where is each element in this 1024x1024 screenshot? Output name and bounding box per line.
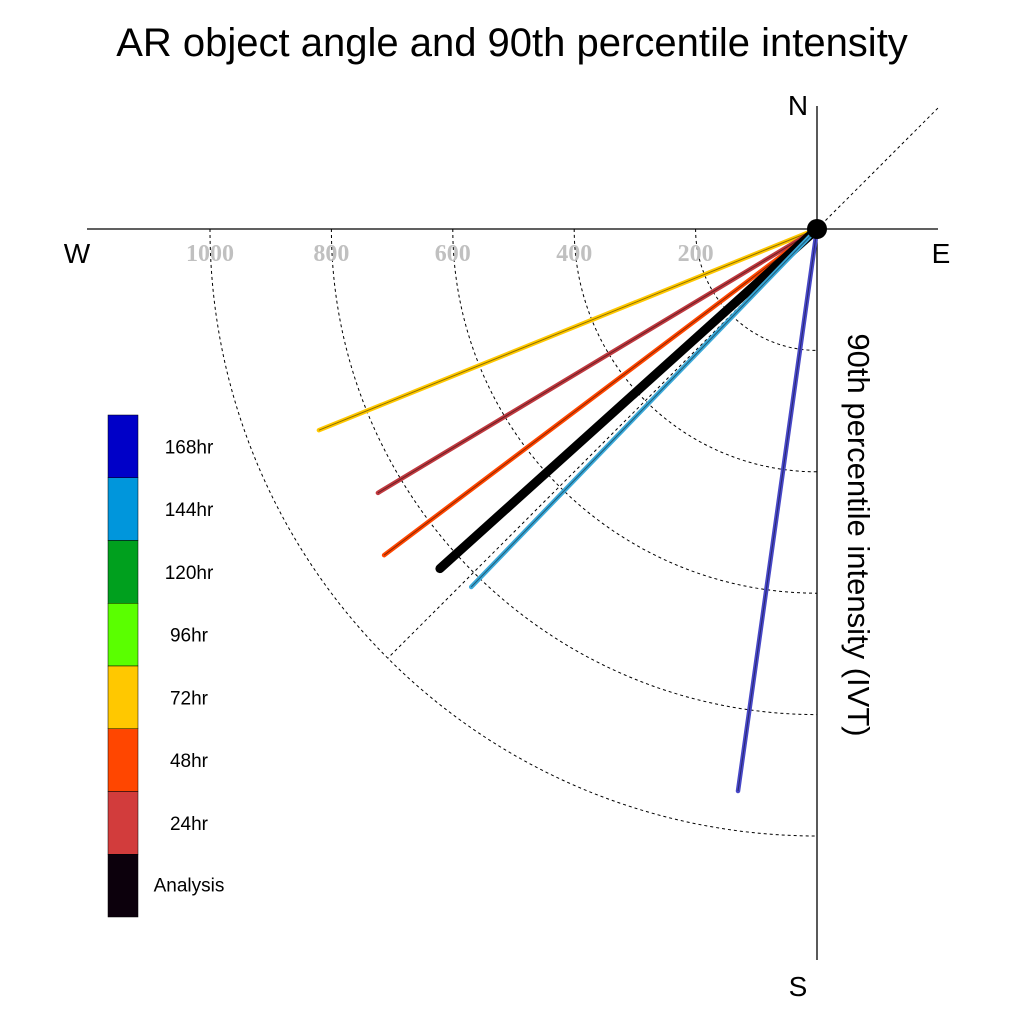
legend-swatch-144hr: [107, 477, 139, 541]
origin-marker: [807, 219, 827, 239]
legend-label-72hr: 72hr: [170, 688, 209, 709]
series-line-168hr: [735, 226, 820, 794]
series-line-analysis: [435, 224, 822, 574]
series-core-48hr: [383, 228, 818, 556]
diagonal-sw-guide: [387, 228, 818, 659]
legend-swatch-24hr: [107, 791, 139, 855]
tick-label-400: 400: [556, 241, 592, 267]
tick-label-600: 600: [435, 241, 471, 267]
compass-west: W: [64, 238, 91, 269]
range-ring-600: [452, 228, 818, 594]
tick-label-800: 800: [313, 241, 349, 267]
series-line-144hr: [468, 226, 820, 590]
series-lines: [316, 224, 822, 794]
legend-label-24hr: 24hr: [170, 814, 209, 835]
range-ring-400: [573, 228, 818, 473]
series-line-48hr: [381, 226, 820, 558]
legend-label-48hr: 48hr: [170, 751, 209, 772]
range-rings: [209, 228, 818, 837]
tick-label-200: 200: [678, 241, 714, 267]
legend-label-analysis: Analysis: [154, 876, 225, 897]
series-core-168hr: [737, 228, 818, 792]
compass-east: E: [932, 238, 951, 269]
tick-label-1000: 1000: [186, 241, 234, 267]
legend-swatch-72hr: [107, 665, 139, 729]
legend-label-144hr: 144hr: [165, 500, 214, 521]
series-core-72hr: [318, 228, 818, 431]
y-axis-label: 90th percentile intensity (IVT): [841, 333, 876, 736]
range-ring-800: [330, 228, 818, 716]
compass-north: N: [788, 90, 808, 121]
series-line-24hr: [375, 226, 820, 496]
diagonal-ne-guide: [816, 105, 941, 230]
series-core-24hr: [377, 228, 818, 494]
legend-swatch-48hr: [107, 728, 139, 792]
legend-swatch-168hr: [107, 414, 139, 478]
compass-south: S: [789, 971, 808, 1002]
legend: 168hr 144hr 120hr 96hr 72hr 48hr 24hr Analysis: [107, 414, 225, 918]
series-core-144hr: [470, 228, 818, 588]
legend-label-168hr: 168hr: [165, 437, 214, 458]
legend-swatch-120hr: [107, 540, 139, 604]
legend-label-120hr: 120hr: [165, 563, 214, 584]
legend-swatch-analysis: [107, 854, 139, 918]
legend-label-96hr: 96hr: [170, 626, 209, 647]
series-line-72hr: [316, 226, 820, 433]
tick-labels: 200 400 600 800 1000: [186, 241, 714, 267]
chart-title: AR object angle and 90th percentile inte…: [116, 21, 908, 65]
legend-swatch-96hr: [107, 603, 139, 667]
range-ring-200: [695, 228, 818, 351]
